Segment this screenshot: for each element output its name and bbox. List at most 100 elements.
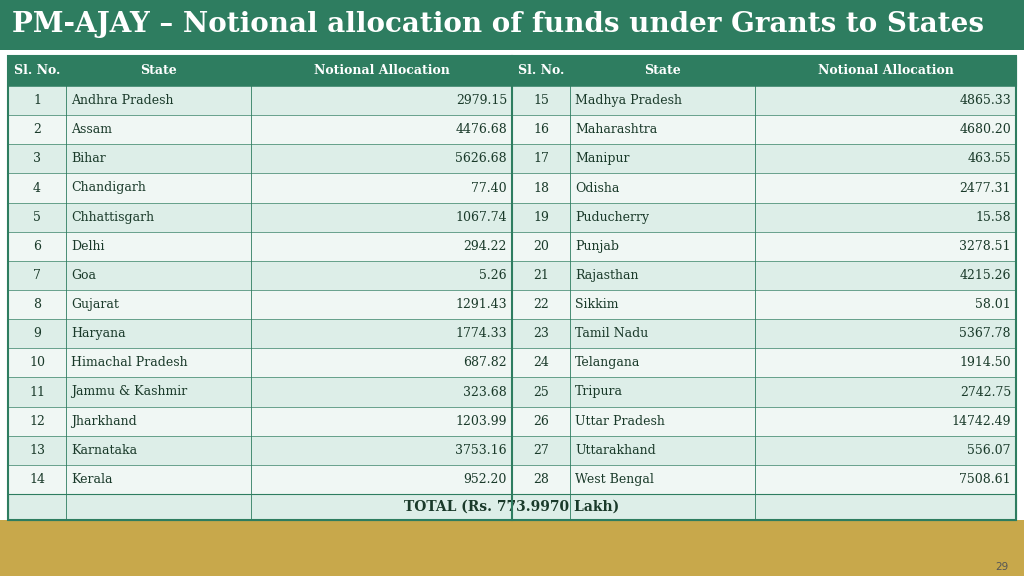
Text: 3: 3 bbox=[33, 153, 41, 165]
Text: 556.07: 556.07 bbox=[968, 444, 1011, 457]
Text: 1291.43: 1291.43 bbox=[456, 298, 507, 311]
FancyBboxPatch shape bbox=[512, 377, 1016, 407]
Text: 11: 11 bbox=[29, 385, 45, 399]
Text: 5: 5 bbox=[33, 211, 41, 223]
FancyBboxPatch shape bbox=[512, 86, 1016, 115]
Text: 2477.31: 2477.31 bbox=[959, 181, 1011, 195]
Text: Notional Allocation: Notional Allocation bbox=[817, 65, 953, 78]
Text: State: State bbox=[140, 65, 177, 78]
Text: 9: 9 bbox=[33, 327, 41, 340]
Text: 1203.99: 1203.99 bbox=[456, 415, 507, 427]
Text: Maharashtra: Maharashtra bbox=[575, 123, 657, 136]
Text: 4476.68: 4476.68 bbox=[456, 123, 507, 136]
Text: 23: 23 bbox=[534, 327, 549, 340]
Text: 17: 17 bbox=[534, 153, 549, 165]
Text: 5626.68: 5626.68 bbox=[456, 153, 507, 165]
Text: 29: 29 bbox=[994, 562, 1008, 572]
Text: 18: 18 bbox=[534, 181, 549, 195]
Text: 15: 15 bbox=[534, 94, 549, 107]
Text: 2: 2 bbox=[33, 123, 41, 136]
Text: 3278.51: 3278.51 bbox=[959, 240, 1011, 253]
Text: 463.55: 463.55 bbox=[968, 153, 1011, 165]
Text: Delhi: Delhi bbox=[71, 240, 104, 253]
Text: Tripura: Tripura bbox=[575, 385, 623, 399]
Text: Sl. No.: Sl. No. bbox=[13, 65, 60, 78]
FancyBboxPatch shape bbox=[8, 494, 1016, 520]
FancyBboxPatch shape bbox=[512, 144, 1016, 173]
Text: Manipur: Manipur bbox=[575, 153, 630, 165]
FancyBboxPatch shape bbox=[512, 407, 1016, 435]
Text: Rajasthan: Rajasthan bbox=[575, 269, 639, 282]
Text: 58.01: 58.01 bbox=[975, 298, 1011, 311]
Text: 7508.61: 7508.61 bbox=[959, 473, 1011, 486]
Text: 687.82: 687.82 bbox=[464, 357, 507, 369]
Text: Chandigarh: Chandigarh bbox=[71, 181, 145, 195]
FancyBboxPatch shape bbox=[8, 465, 512, 494]
Text: 8: 8 bbox=[33, 298, 41, 311]
Text: 1067.74: 1067.74 bbox=[456, 211, 507, 223]
Text: 21: 21 bbox=[534, 269, 549, 282]
Text: Madhya Pradesh: Madhya Pradesh bbox=[575, 94, 682, 107]
Text: 14: 14 bbox=[29, 473, 45, 486]
Text: 5367.78: 5367.78 bbox=[959, 327, 1011, 340]
FancyBboxPatch shape bbox=[8, 290, 512, 319]
Text: Gujarat: Gujarat bbox=[71, 298, 119, 311]
FancyBboxPatch shape bbox=[512, 319, 1016, 348]
FancyBboxPatch shape bbox=[8, 377, 512, 407]
Text: 12: 12 bbox=[29, 415, 45, 427]
Text: 2742.75: 2742.75 bbox=[959, 385, 1011, 399]
Text: 10: 10 bbox=[29, 357, 45, 369]
Text: 16: 16 bbox=[534, 123, 549, 136]
FancyBboxPatch shape bbox=[8, 348, 512, 377]
FancyBboxPatch shape bbox=[8, 232, 512, 261]
FancyBboxPatch shape bbox=[512, 465, 1016, 494]
FancyBboxPatch shape bbox=[8, 86, 512, 115]
Text: Odisha: Odisha bbox=[575, 181, 620, 195]
Text: 14742.49: 14742.49 bbox=[951, 415, 1011, 427]
FancyBboxPatch shape bbox=[512, 115, 1016, 144]
Text: Jammu & Kashmir: Jammu & Kashmir bbox=[71, 385, 187, 399]
FancyBboxPatch shape bbox=[8, 56, 1016, 86]
Text: Sl. No.: Sl. No. bbox=[518, 65, 564, 78]
Text: Himachal Pradesh: Himachal Pradesh bbox=[71, 357, 187, 369]
FancyBboxPatch shape bbox=[8, 319, 512, 348]
Text: 20: 20 bbox=[534, 240, 549, 253]
Text: Sikkim: Sikkim bbox=[575, 298, 618, 311]
FancyBboxPatch shape bbox=[0, 514, 1024, 520]
FancyBboxPatch shape bbox=[512, 173, 1016, 203]
Text: Andhra Pradesh: Andhra Pradesh bbox=[71, 94, 173, 107]
Text: 1774.33: 1774.33 bbox=[456, 327, 507, 340]
Text: PM-AJAY – Notional allocation of funds under Grants to States: PM-AJAY – Notional allocation of funds u… bbox=[12, 12, 984, 39]
FancyBboxPatch shape bbox=[512, 348, 1016, 377]
Text: Karnataka: Karnataka bbox=[71, 444, 137, 457]
FancyBboxPatch shape bbox=[512, 261, 1016, 290]
Text: Assam: Assam bbox=[71, 123, 112, 136]
Text: 25: 25 bbox=[534, 385, 549, 399]
Text: Uttar Pradesh: Uttar Pradesh bbox=[575, 415, 665, 427]
Text: 5.26: 5.26 bbox=[479, 269, 507, 282]
FancyBboxPatch shape bbox=[8, 173, 512, 203]
Text: 4680.20: 4680.20 bbox=[959, 123, 1011, 136]
FancyBboxPatch shape bbox=[8, 407, 512, 435]
Text: 22: 22 bbox=[534, 298, 549, 311]
Text: 28: 28 bbox=[534, 473, 549, 486]
Text: 24: 24 bbox=[534, 357, 549, 369]
Text: 1914.50: 1914.50 bbox=[959, 357, 1011, 369]
FancyBboxPatch shape bbox=[8, 203, 512, 232]
Text: 26: 26 bbox=[534, 415, 549, 427]
Text: Kerala: Kerala bbox=[71, 473, 113, 486]
Text: Chhattisgarh: Chhattisgarh bbox=[71, 211, 155, 223]
Text: Bihar: Bihar bbox=[71, 153, 105, 165]
Text: 4: 4 bbox=[33, 181, 41, 195]
Text: Punjab: Punjab bbox=[575, 240, 618, 253]
Text: 1: 1 bbox=[33, 94, 41, 107]
Text: 952.20: 952.20 bbox=[464, 473, 507, 486]
Text: 27: 27 bbox=[534, 444, 549, 457]
Text: Tamil Nadu: Tamil Nadu bbox=[575, 327, 648, 340]
Text: 4215.26: 4215.26 bbox=[959, 269, 1011, 282]
Text: 13: 13 bbox=[29, 444, 45, 457]
Text: 2979.15: 2979.15 bbox=[456, 94, 507, 107]
Text: TOTAL (Rs. 773.9970 Lakh): TOTAL (Rs. 773.9970 Lakh) bbox=[404, 500, 620, 514]
FancyBboxPatch shape bbox=[8, 144, 512, 173]
FancyBboxPatch shape bbox=[512, 232, 1016, 261]
